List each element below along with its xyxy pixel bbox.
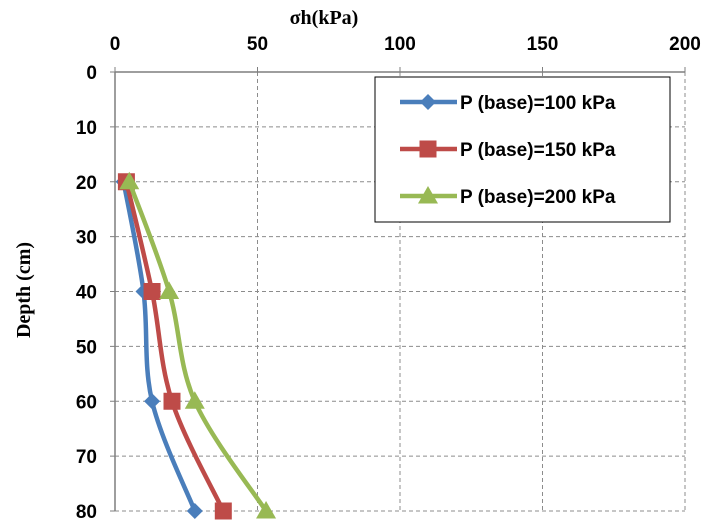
series-3-point-3 — [184, 391, 205, 409]
series-line-3 — [127, 179, 269, 514]
series-line-2 — [124, 179, 226, 514]
y-tick-label-0: 0 — [86, 63, 97, 84]
y-tick-label-40: 40 — [76, 283, 97, 304]
series-line-1 — [121, 179, 198, 514]
y-tick-label-10: 10 — [76, 118, 97, 139]
legend-marker-1 — [420, 94, 436, 110]
y-tick-label-20: 20 — [76, 173, 97, 194]
y-tick-label-70: 70 — [76, 447, 97, 468]
legend-label-1: P (base)=100 kPa — [460, 93, 616, 114]
legend-marker-2 — [419, 140, 437, 158]
series-1-point-3 — [144, 393, 161, 410]
x-tick-label-100: 100 — [384, 34, 416, 55]
y-tick-label-60: 60 — [76, 392, 97, 413]
x-tick-label-150: 150 — [527, 34, 559, 55]
y-tick-label-50: 50 — [76, 337, 97, 358]
y-axis-title: Depth (cm) — [13, 242, 35, 338]
legend: P (base)=100 kPa P (base)=150 kPa P (base)… — [374, 76, 671, 223]
axes: 0 50 100 150 200 0 10 20 30 40 50 60 70 80 — [76, 34, 701, 523]
series-3-point-2 — [159, 281, 180, 299]
legend-label-3: P (base)=200 kPa — [460, 187, 616, 208]
legend-label-2: P (base)=150 kPa — [460, 140, 616, 161]
series-2-point-3 — [163, 392, 181, 410]
y-tick-label-80: 80 — [76, 502, 97, 523]
x-tick-label-50: 50 — [247, 34, 268, 55]
series-1-point-4 — [186, 503, 203, 519]
x-axis-title: σh(kPa) — [290, 7, 359, 29]
series-3-point-4 — [256, 501, 277, 519]
series-3-point-1 — [119, 171, 140, 190]
x-tick-label-0: 0 — [110, 34, 121, 55]
series-layer — [115, 171, 277, 520]
legend-marker-3 — [418, 186, 438, 204]
x-tick-label-200: 200 — [669, 34, 701, 55]
series-2-point-4 — [214, 502, 232, 520]
series-2-point-2 — [143, 283, 161, 300]
y-tick-label-30: 30 — [76, 228, 97, 249]
